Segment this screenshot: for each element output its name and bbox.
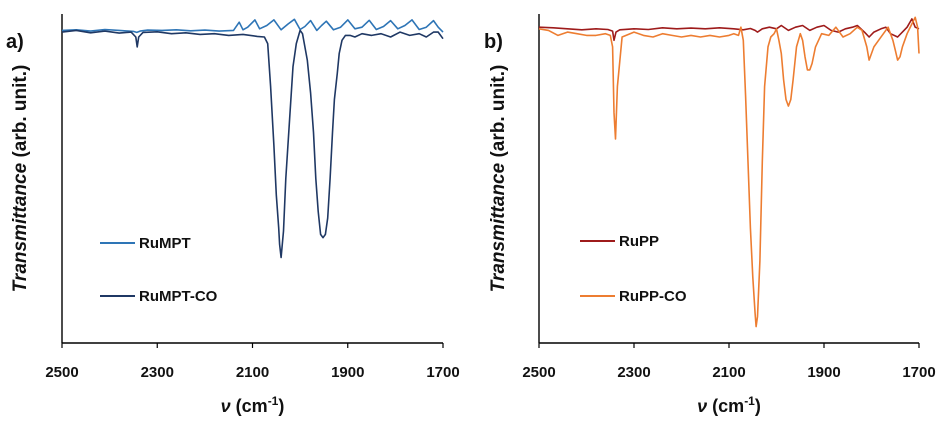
series-line-rumpt — [61, 18, 444, 34]
y-axis-label-rest: (arb. unit.) — [488, 65, 509, 163]
x-axis-label-close: ) — [278, 396, 284, 416]
x-axis-label-superscript: -1 — [268, 394, 279, 408]
x-tick-label: 2300 — [617, 364, 650, 381]
x-axis-label-symbol: ν — [221, 396, 231, 416]
y-axis-label-italic: Transmittance — [488, 162, 509, 292]
x-tick-label: 1900 — [807, 364, 840, 381]
x-tick-label: 2100 — [712, 364, 745, 381]
x-axis-label-unit: (cm — [236, 396, 268, 416]
x-axis-label-symbol: ν — [697, 396, 707, 416]
x-tick-label: 1700 — [426, 364, 459, 381]
x-axis-label-unit: (cm — [712, 396, 744, 416]
legend-label: RuPP — [619, 233, 659, 250]
chart-panel-2: 2500 2300 2100 1900 1700 b) Transmittance (arb… — [484, 14, 936, 416]
y-axis-label-rest: (arb. unit.) — [10, 65, 31, 163]
panel-label: b) — [484, 31, 503, 53]
legend-label: RuPP-CO — [619, 288, 687, 305]
legend-label: RuMPT-CO — [139, 288, 218, 305]
series-line-rupp-co — [538, 16, 920, 328]
x-tick-label: 2500 — [522, 364, 555, 381]
x-tick-label: 1900 — [331, 364, 364, 381]
x-tick-label: 1700 — [902, 364, 935, 381]
x-axis-label-superscript: -1 — [744, 394, 755, 408]
x-axis-label: ν (cm-1) — [697, 394, 761, 416]
y-axis-label: Transmittance (arb. unit.) — [10, 65, 31, 293]
y-axis-label: Transmittance (arb. unit.) — [488, 65, 509, 293]
y-axis-label-italic: Transmittance — [10, 162, 31, 292]
x-axis-label: ν (cm-1) — [221, 394, 285, 416]
x-tick-label: 2100 — [236, 364, 269, 381]
x-tick-label: 2500 — [45, 364, 78, 381]
legend-label: RuMPT — [139, 235, 191, 252]
x-tick-label: 2300 — [141, 364, 174, 381]
chart-panel-1: 2500 2300 2100 1900 1700 a) Transmittance (arb… — [6, 14, 460, 416]
x-axis-label-close: ) — [755, 396, 761, 416]
series-line-rumpt-co — [61, 29, 444, 259]
panel-label: a) — [6, 31, 24, 53]
